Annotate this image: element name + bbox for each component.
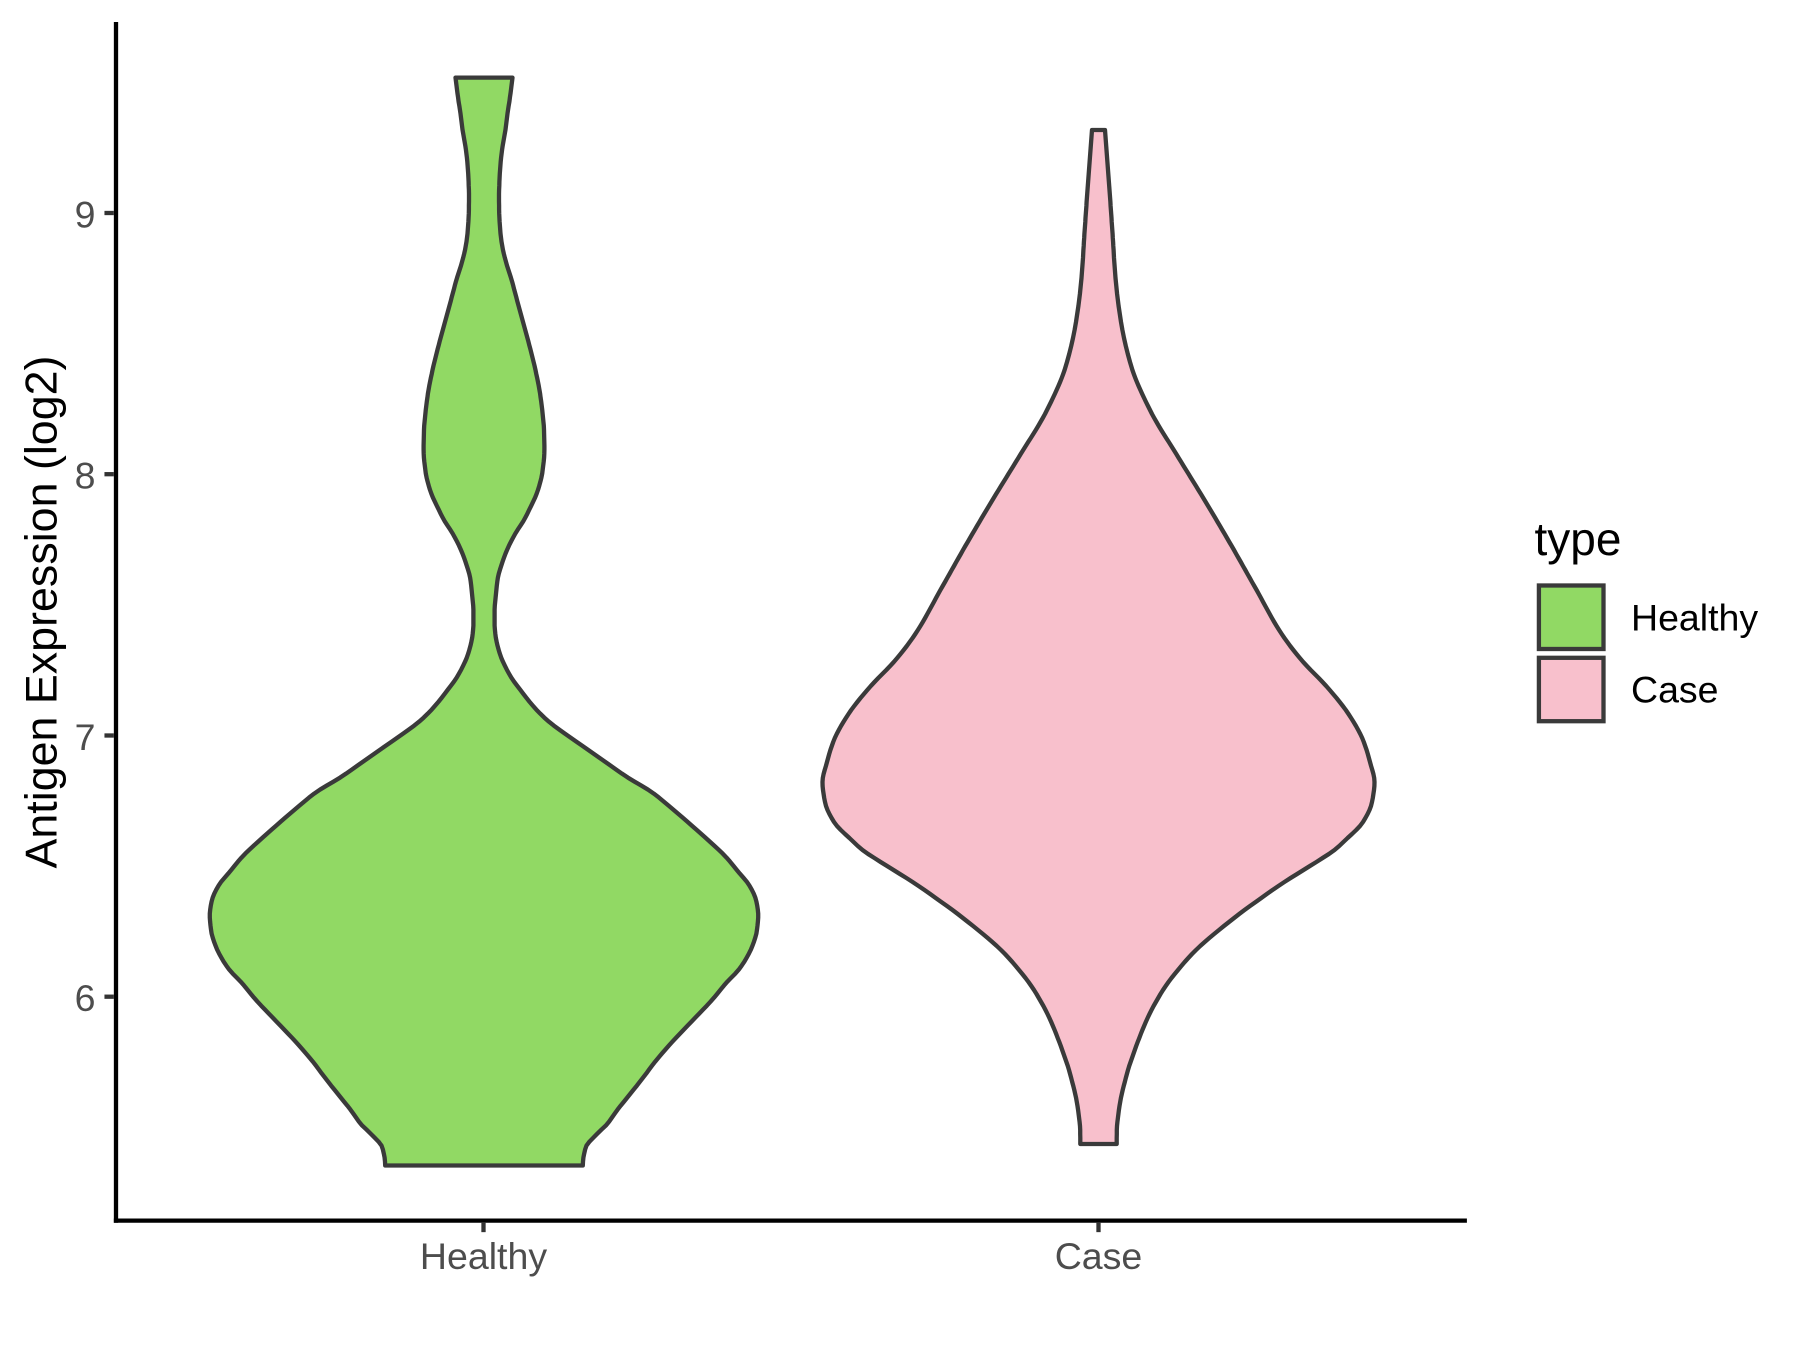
svg-text:6: 6 <box>75 977 96 1019</box>
svg-text:Antigen Expression (log2): Antigen Expression (log2) <box>17 356 67 869</box>
svg-text:Healthy: Healthy <box>420 1235 547 1277</box>
svg-text:7: 7 <box>75 716 96 758</box>
svg-text:type: type <box>1535 513 1622 565</box>
svg-text:Case: Case <box>1055 1235 1143 1277</box>
svg-text:Healthy: Healthy <box>1631 597 1758 639</box>
svg-text:8: 8 <box>75 455 96 497</box>
svg-text:Case: Case <box>1631 669 1719 711</box>
svg-text:9: 9 <box>75 194 96 236</box>
